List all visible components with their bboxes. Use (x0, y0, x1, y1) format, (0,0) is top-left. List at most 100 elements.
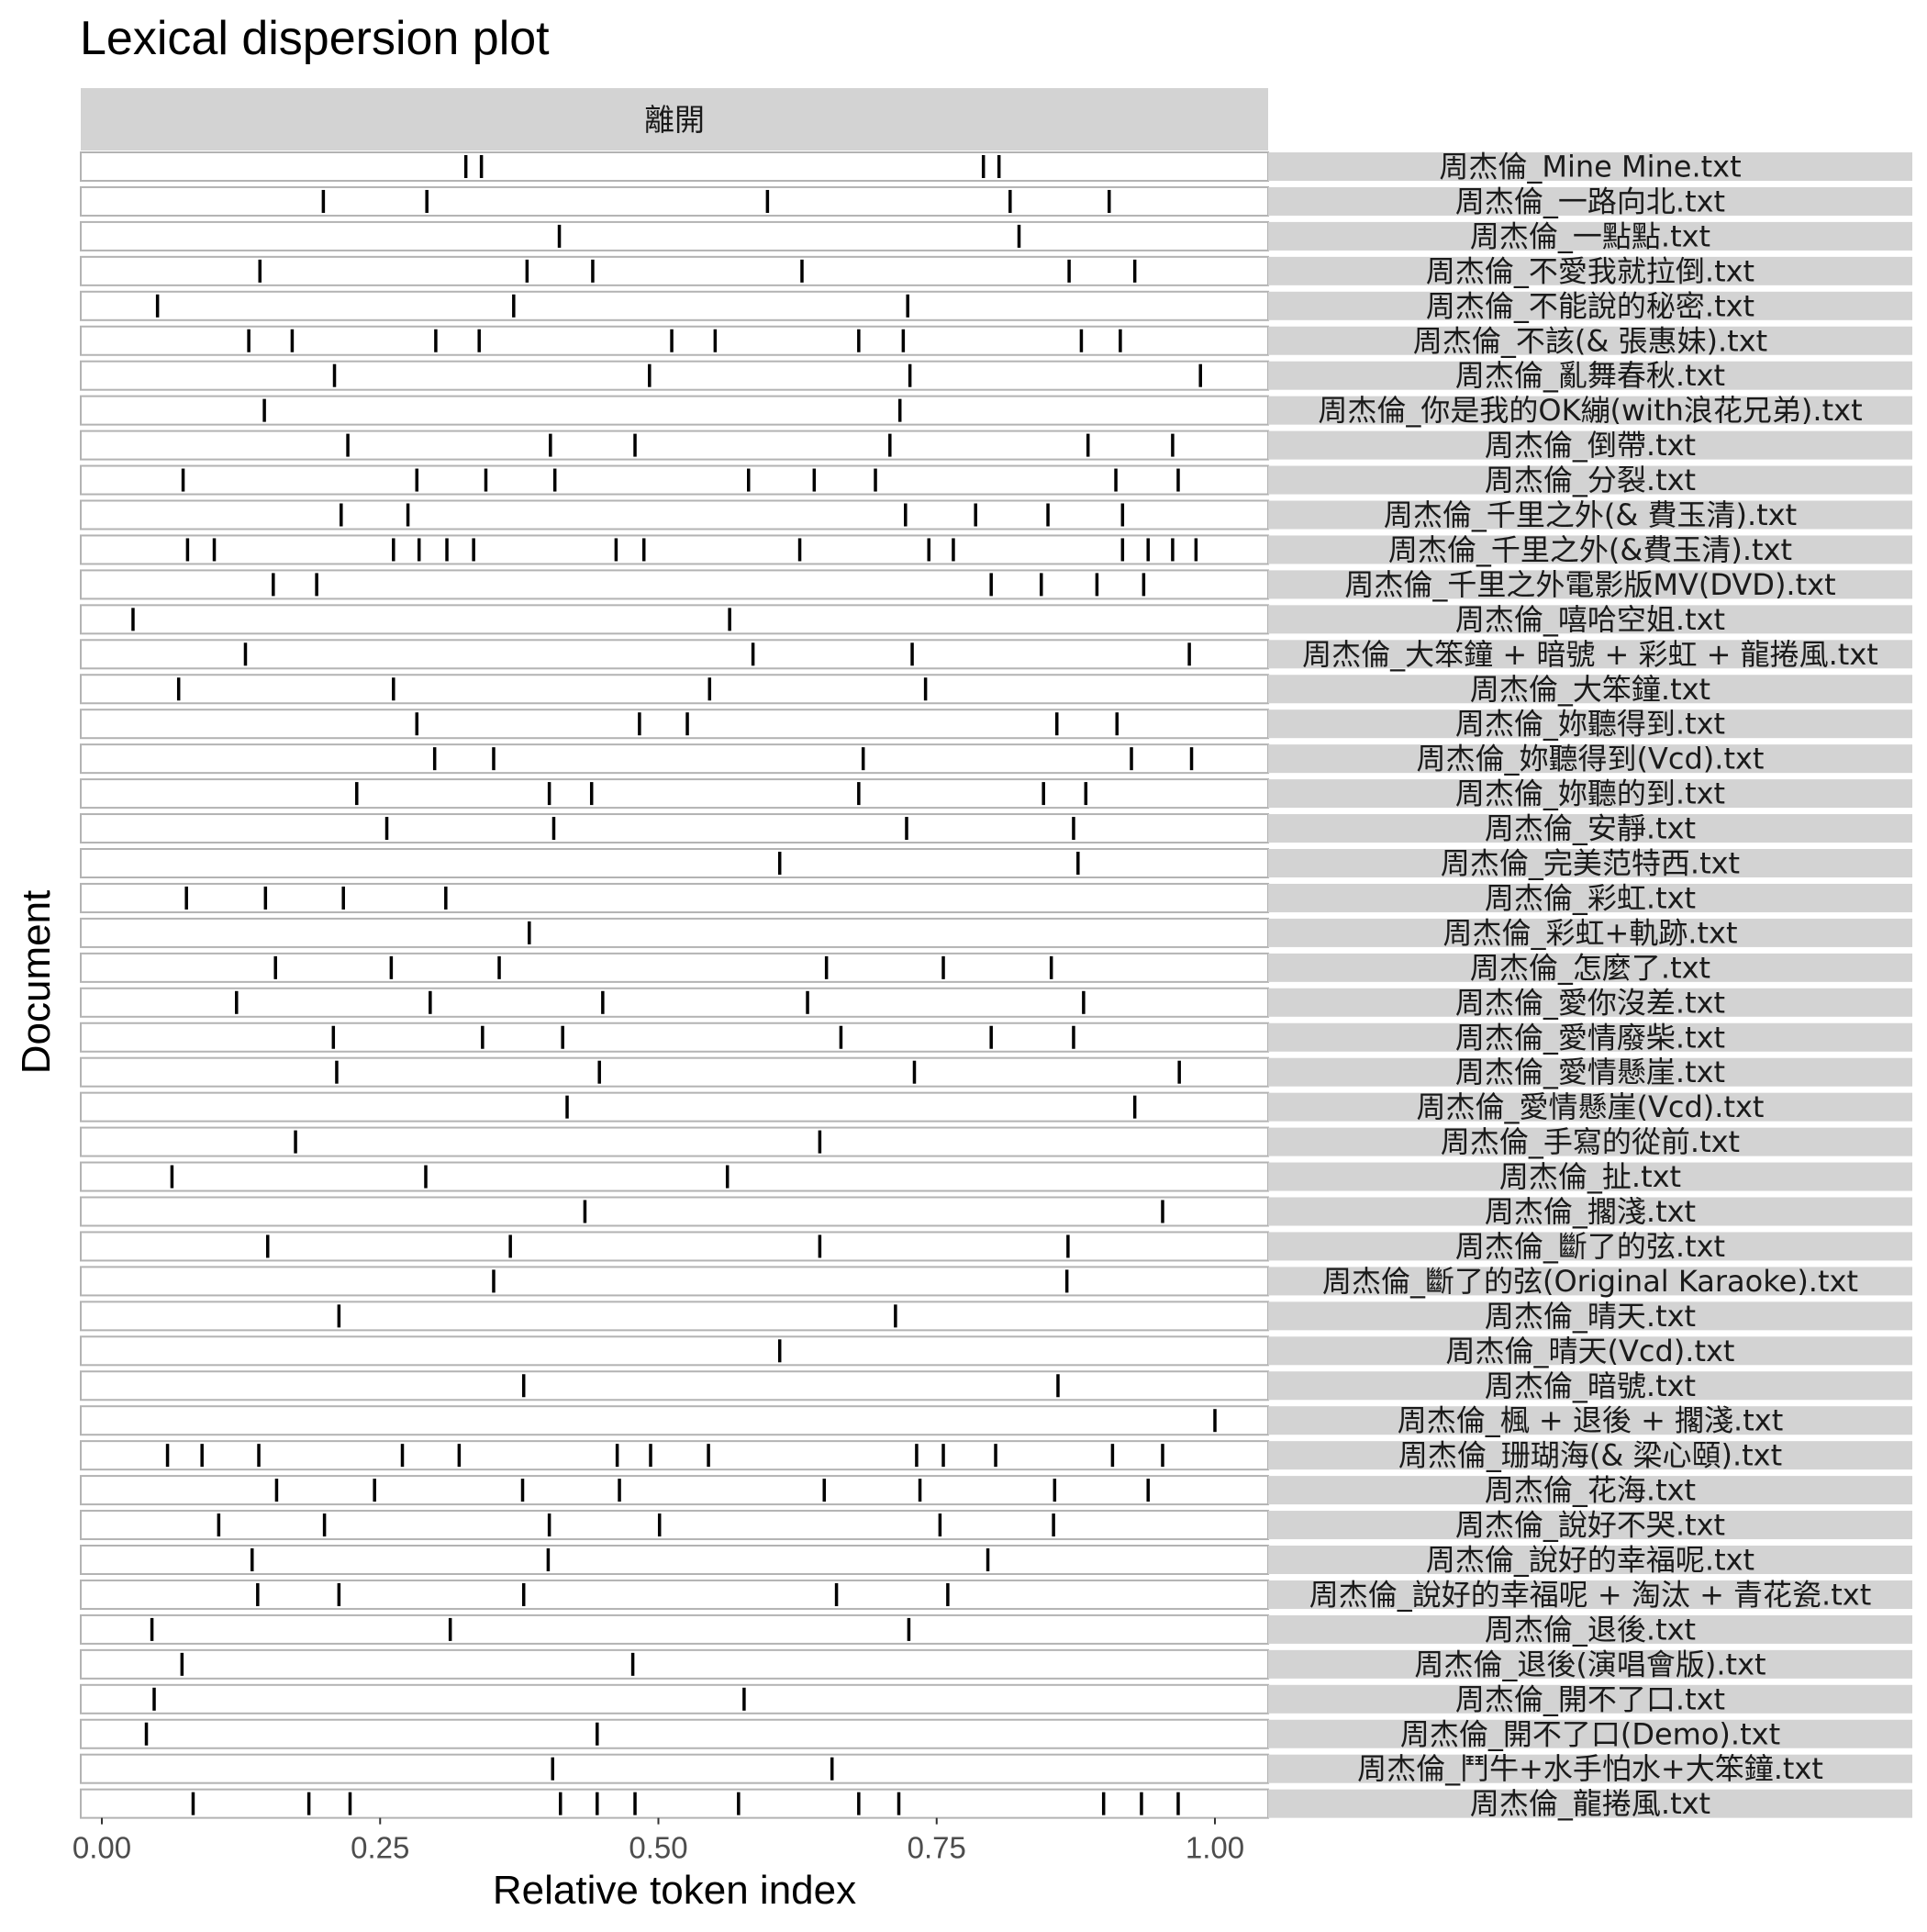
document-row: 周杰倫_花海.txt (80, 1473, 1912, 1508)
document-row: 周杰倫_楓 + 退後 + 擱淺.txt (80, 1403, 1912, 1438)
row-panel (80, 569, 1269, 600)
document-row: 周杰倫_暗號.txt (80, 1368, 1912, 1403)
row-panel (80, 1440, 1269, 1471)
document-label: 周杰倫_不該(& 張惠妹).txt (1413, 323, 1767, 358)
row-strip (1268, 1684, 1912, 1714)
document-label: 周杰倫_一路向北.txt (1455, 184, 1725, 218)
document-row: 周杰倫_說好不哭.txt (80, 1508, 1912, 1543)
row-strip (1268, 605, 1912, 634)
row-panel (80, 848, 1269, 878)
row-panel (80, 1161, 1269, 1192)
row-panel (80, 1231, 1269, 1262)
row-strip (1268, 1336, 1912, 1366)
row-strip (1268, 814, 1912, 843)
document-row: 周杰倫_愛你沒差.txt (80, 985, 1912, 1020)
document-label: 周杰倫_妳聽得到(Vcd).txt (1417, 742, 1765, 776)
row-strip (1268, 744, 1912, 774)
row-strip (1268, 430, 1912, 460)
row-strip (1268, 1580, 1912, 1609)
row-strip (1268, 291, 1912, 320)
document-label: 周杰倫_怎麼了.txt (1470, 950, 1710, 985)
x-tick-label: 1.00 (1186, 1831, 1244, 1865)
document-label: 周杰倫_說好的幸福呢.txt (1426, 1543, 1754, 1578)
row-panel (80, 882, 1269, 913)
document-label: 周杰倫_妳聽的到.txt (1455, 776, 1725, 811)
row-strip (1268, 849, 1912, 877)
row-strip (1268, 1092, 1912, 1122)
row-panel (80, 1196, 1269, 1227)
document-label: 周杰倫_手寫的從前.txt (1441, 1124, 1740, 1159)
row-panel (80, 987, 1269, 1018)
document-row: 周杰倫_不該(& 張惠妹).txt (80, 323, 1912, 358)
row-panel (80, 743, 1269, 775)
x-tick-label: 0.25 (351, 1831, 409, 1865)
document-row: 周杰倫_珊瑚海(& 梁心頤).txt (80, 1438, 1912, 1473)
document-label: 周杰倫_千里之外電影版MV(DVD).txt (1344, 567, 1835, 602)
document-label: 周杰倫_不能說的秘密.txt (1426, 288, 1754, 323)
document-label: 周杰倫_你是我的OK繃(with浪花兄弟).txt (1318, 393, 1862, 428)
document-label: 周杰倫_分裂.txt (1485, 463, 1696, 497)
row-strip (1268, 152, 1912, 181)
document-label: 周杰倫_不愛我就拉倒.txt (1426, 253, 1754, 288)
row-strip (1268, 1754, 1912, 1783)
row-strip (1268, 186, 1912, 216)
row-strip (1268, 1719, 1912, 1748)
document-row: 周杰倫_大笨鐘.txt (80, 672, 1912, 707)
chart-title: Lexical dispersion plot (80, 12, 550, 65)
x-tick-label: 0.75 (908, 1831, 966, 1865)
document-label: 周杰倫_安靜.txt (1485, 811, 1696, 846)
row-panel (80, 430, 1269, 461)
document-row: 周杰倫_開不了口.txt (80, 1681, 1912, 1716)
document-row: 周杰倫_一點點.txt (80, 218, 1912, 253)
document-label: 周杰倫_倒帶.txt (1485, 428, 1696, 463)
document-label: 周杰倫_愛你沒差.txt (1455, 985, 1725, 1020)
row-strip (1268, 396, 1912, 425)
row-panel (80, 290, 1269, 321)
row-strip (1268, 883, 1912, 912)
document-row: 周杰倫_龍捲風.txt (80, 1786, 1912, 1821)
document-row: 周杰倫_斷了的弦.txt (80, 1229, 1912, 1264)
document-row: 周杰倫_彩虹.txt (80, 880, 1912, 915)
row-panel (80, 185, 1269, 217)
document-label: 周杰倫_Mine Mine.txt (1439, 150, 1741, 184)
document-label: 周杰倫_龍捲風.txt (1470, 1786, 1710, 1821)
row-panel (80, 1335, 1269, 1367)
row-panel (80, 360, 1269, 391)
document-row: 周杰倫_斷了的弦(Original Karaoke).txt (80, 1264, 1912, 1299)
document-label: 周杰倫_說好的幸福呢 + 淘汰 + 青花瓷.txt (1309, 1577, 1872, 1612)
document-label: 周杰倫_彩虹.txt (1485, 880, 1696, 915)
document-label: 周杰倫_開不了口(Demo).txt (1400, 1716, 1780, 1751)
document-label: 周杰倫_愛情廢柴.txt (1455, 1020, 1725, 1055)
row-panel (80, 674, 1269, 705)
row-panel (80, 220, 1269, 251)
document-label: 周杰倫_花海.txt (1485, 1473, 1696, 1508)
row-strip (1268, 675, 1912, 704)
document-row: 周杰倫_妳聽得到(Vcd).txt (80, 742, 1912, 776)
document-label: 周杰倫_彩虹+軌跡.txt (1442, 915, 1737, 950)
row-strip (1268, 256, 1912, 285)
x-axis: 0.00 0.25 0.50 0.75 1.00 (72, 1817, 1244, 1865)
document-label: 周杰倫_斷了的弦(Original Karaoke).txt (1322, 1264, 1858, 1299)
document-label: 周杰倫_珊瑚海(& 梁心頤).txt (1398, 1438, 1782, 1473)
row-strip (1268, 500, 1912, 530)
document-row: 周杰倫_晴天(Vcd).txt (80, 1334, 1912, 1368)
row-strip (1268, 988, 1912, 1017)
row-panel (80, 1718, 1269, 1749)
row-panel (80, 1648, 1269, 1680)
document-row: 周杰倫_愛情懸崖.txt (80, 1055, 1912, 1089)
row-strip (1268, 221, 1912, 251)
row-strip (1268, 1511, 1912, 1540)
document-row: 周杰倫_愛情懸崖(Vcd).txt (80, 1089, 1912, 1124)
row-panel (80, 325, 1269, 356)
document-row: 周杰倫_說好的幸福呢 + 淘汰 + 青花瓷.txt (80, 1577, 1912, 1612)
document-label: 周杰倫_說好不哭.txt (1455, 1508, 1725, 1543)
row-panel (80, 1091, 1269, 1122)
row-strip (1268, 1301, 1912, 1331)
document-row: 周杰倫_安靜.txt (80, 811, 1912, 846)
document-row: 周杰倫_手寫的從前.txt (80, 1124, 1912, 1159)
row-panel (80, 778, 1269, 810)
row-panel (80, 813, 1269, 844)
row-panel (80, 1266, 1269, 1297)
